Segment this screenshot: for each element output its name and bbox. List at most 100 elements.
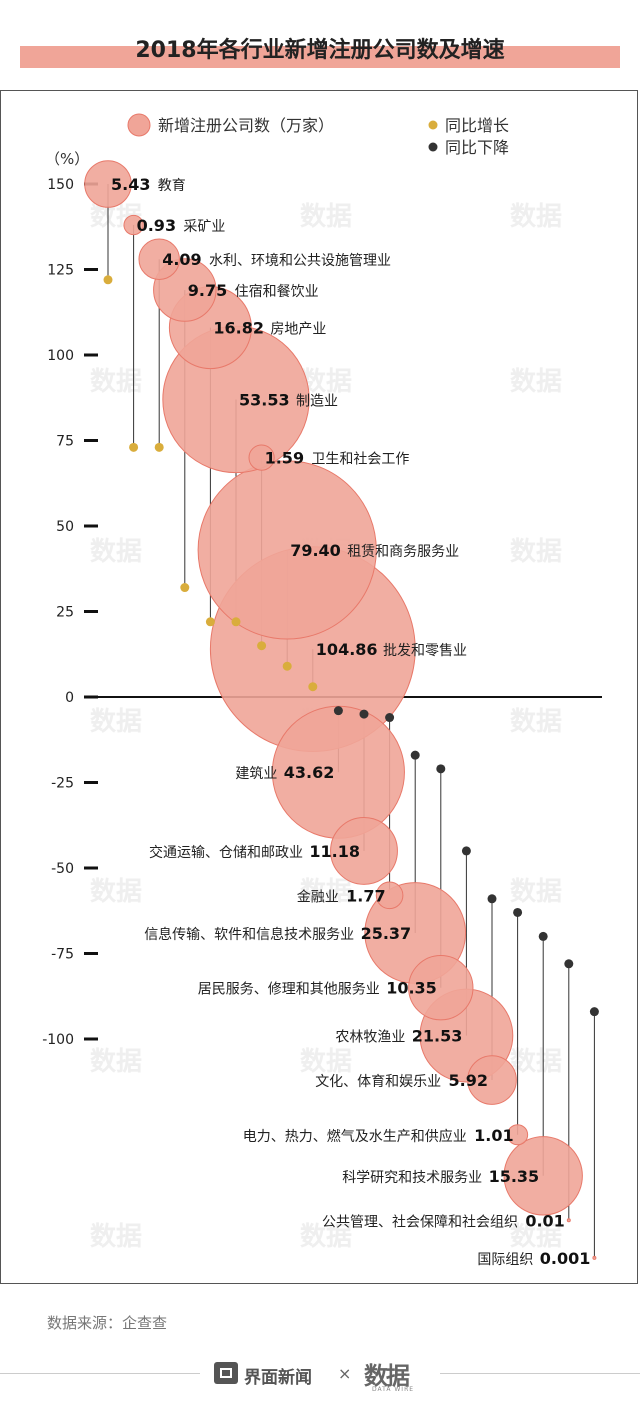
bubble-value-label: 53.53 xyxy=(239,390,290,409)
bubble-value-label: 5.92 xyxy=(449,1071,488,1090)
watermark: 数据 xyxy=(510,877,562,907)
bubble-value-label: 79.40 xyxy=(290,541,341,560)
bubble xyxy=(330,816,398,885)
bubble-name-label: 农林牧渔业 xyxy=(335,1030,405,1046)
bubble-name-label: 住宿和餐饮业 xyxy=(235,283,319,300)
bubble-value-label: 1.77 xyxy=(346,886,385,905)
bubble-value-label: 25.37 xyxy=(361,924,412,943)
growth-dot xyxy=(359,709,369,719)
bubble xyxy=(84,160,132,208)
growth-dot xyxy=(308,682,318,692)
bubble-value-label: 43.62 xyxy=(284,763,335,782)
bubble-value-label: 0.001 xyxy=(540,1249,591,1268)
bubble xyxy=(123,214,144,236)
growth-dot xyxy=(513,907,523,917)
bubble-value-label: 21.53 xyxy=(412,1027,463,1046)
bubble xyxy=(248,444,275,471)
bubble-name-label: 公共管理、社会保障和社会组织 xyxy=(322,1214,518,1230)
bubble-name-label: 金融业 xyxy=(297,889,339,905)
bubble-name-label: 科学研究和技术服务业 xyxy=(342,1170,482,1186)
growth-dot xyxy=(436,764,446,774)
bubble-name-label: 交通运输、仓储和邮政业 xyxy=(149,844,303,861)
growth-dot xyxy=(385,713,395,723)
bubble-name-label: 卫生和社会工作 xyxy=(311,452,409,468)
bubble xyxy=(503,1136,583,1216)
bubble xyxy=(566,1218,571,1223)
bubble xyxy=(408,955,474,1021)
bubble-name-label: 文化、体育和娱乐业 xyxy=(315,1074,441,1090)
legend-bubble-icon xyxy=(127,113,151,137)
y-tick-label: 100 xyxy=(47,348,74,364)
page-title: 2018年各行业新增注册公司数及增速 xyxy=(135,38,505,63)
watermark: 数据 xyxy=(300,202,352,232)
growth-dot xyxy=(129,442,139,452)
times-sign: × xyxy=(338,1364,352,1383)
watermark: 数据 xyxy=(510,537,562,567)
growth-dot xyxy=(333,706,343,716)
watermark: 数据 xyxy=(90,877,142,907)
growth-dot xyxy=(410,750,420,760)
growth-dot xyxy=(461,846,471,856)
bubble-name-label: 电力、热力、燃气及水生产和供应业 xyxy=(243,1128,467,1145)
y-tick-label: -75 xyxy=(51,947,74,963)
watermark: 数据 xyxy=(300,1222,352,1252)
growth-dot xyxy=(538,931,548,941)
brand-name: 界面新闻 xyxy=(244,1368,312,1388)
y-tick-label: 150 xyxy=(47,177,74,193)
bubble-value-label: 1.01 xyxy=(474,1126,513,1145)
bubble-value-label: 5.43 xyxy=(111,175,150,194)
growth-dot xyxy=(257,641,267,651)
y-tick-label: 0 xyxy=(65,690,74,706)
growth-dot xyxy=(231,617,241,627)
legend-bubble-label: 新增注册公司数（万家） xyxy=(158,116,334,135)
jiemian-logo-icon xyxy=(214,1362,238,1384)
bubble-name-label: 制造业 xyxy=(296,393,338,409)
datawire-logo-sub: DATA WIRE xyxy=(372,1386,415,1393)
bubble-value-label: 9.75 xyxy=(188,281,227,300)
watermark: 数据 xyxy=(510,367,562,397)
bubble xyxy=(467,1055,517,1105)
watermark: 数据 xyxy=(90,537,142,567)
growth-dot xyxy=(205,617,215,627)
bubble xyxy=(375,881,404,910)
legend-down-icon xyxy=(428,142,438,152)
bubble-name-label: 建筑业 xyxy=(235,766,277,782)
watermark: 数据 xyxy=(510,707,562,737)
bubble-value-label: 15.35 xyxy=(489,1167,540,1186)
chart-frame xyxy=(0,90,638,1284)
watermark: 数据 xyxy=(90,1222,142,1252)
watermark: 数据 xyxy=(300,877,352,907)
bubble-value-label: 16.82 xyxy=(213,319,264,338)
bubble-chart: 数据数据数据数据数据数据数据数据数据数据数据数据数据数据数据数据数据数据数据数据… xyxy=(42,113,602,1268)
bubble-value-label: 4.09 xyxy=(162,250,201,269)
growth-dot xyxy=(589,1007,599,1017)
watermark: 数据 xyxy=(510,1047,562,1077)
watermark: 数据 xyxy=(510,202,562,232)
y-axis-label: （%） xyxy=(45,150,89,168)
growth-dot xyxy=(487,894,497,904)
title-band xyxy=(20,46,620,68)
legend-up-icon xyxy=(428,120,438,130)
watermark: 数据 xyxy=(90,367,142,397)
watermark: 数据 xyxy=(90,707,142,737)
watermark: 数据 xyxy=(90,1047,142,1077)
y-tick-label: 125 xyxy=(47,263,74,279)
y-tick-label: -25 xyxy=(51,776,74,792)
bubble-value-label: 10.35 xyxy=(386,979,437,998)
growth-dot xyxy=(154,442,164,452)
y-tick-label: -50 xyxy=(51,861,74,877)
bubble-name-label: 国际组织 xyxy=(477,1252,533,1268)
legend-up-label: 同比增长 xyxy=(445,116,509,135)
bubble xyxy=(592,1255,597,1260)
watermark: 数据 xyxy=(510,1222,562,1252)
bubble-name-label: 批发和零售业 xyxy=(383,643,467,659)
bubble-value-label: 104.86 xyxy=(316,640,378,659)
bubble-name-label: 教育 xyxy=(158,178,186,194)
growth-dot xyxy=(564,959,574,969)
bubble-name-label: 居民服务、修理和其他服务业 xyxy=(198,982,380,998)
growth-dot xyxy=(180,583,190,593)
growth-dot xyxy=(103,275,113,285)
bubble-name-label: 租赁和商务服务业 xyxy=(347,544,459,560)
y-tick-label: 25 xyxy=(56,605,74,621)
bubble xyxy=(138,238,180,280)
